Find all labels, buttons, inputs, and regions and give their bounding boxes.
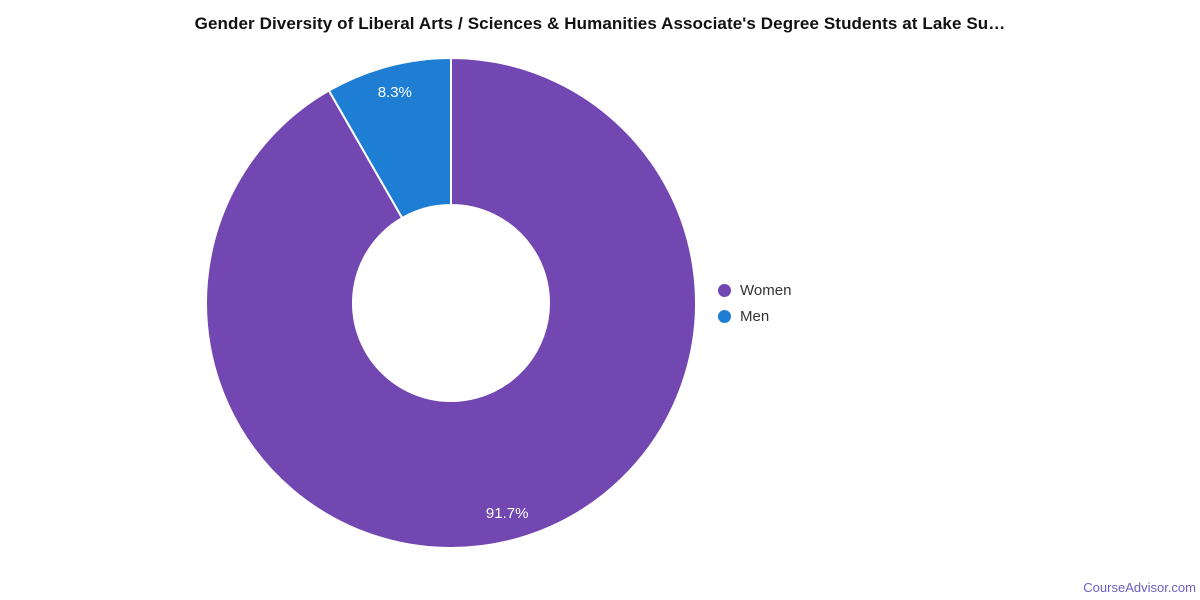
watermark-link[interactable]: CourseAdvisor.com — [1083, 580, 1196, 595]
legend-marker-women-icon — [718, 283, 731, 297]
chart-title: Gender Diversity of Liberal Arts / Scien… — [194, 14, 1006, 33]
legend: Women Men — [718, 281, 792, 325]
legend-label-men: Men — [740, 307, 770, 325]
donut-chart: 91.7% 8.3% — [205, 57, 697, 549]
pie-slice-women[interactable] — [205, 57, 697, 549]
legend-label-women: Women — [740, 281, 792, 299]
legend-item-women[interactable]: Women — [718, 281, 792, 299]
legend-marker-men-icon — [718, 309, 731, 323]
slice-label-men: 8.3% — [378, 84, 412, 101]
legend-item-men[interactable]: Men — [718, 307, 791, 325]
pie-slice-men[interactable] — [327, 57, 452, 220]
slice-label-women: 91.7% — [486, 505, 529, 522]
